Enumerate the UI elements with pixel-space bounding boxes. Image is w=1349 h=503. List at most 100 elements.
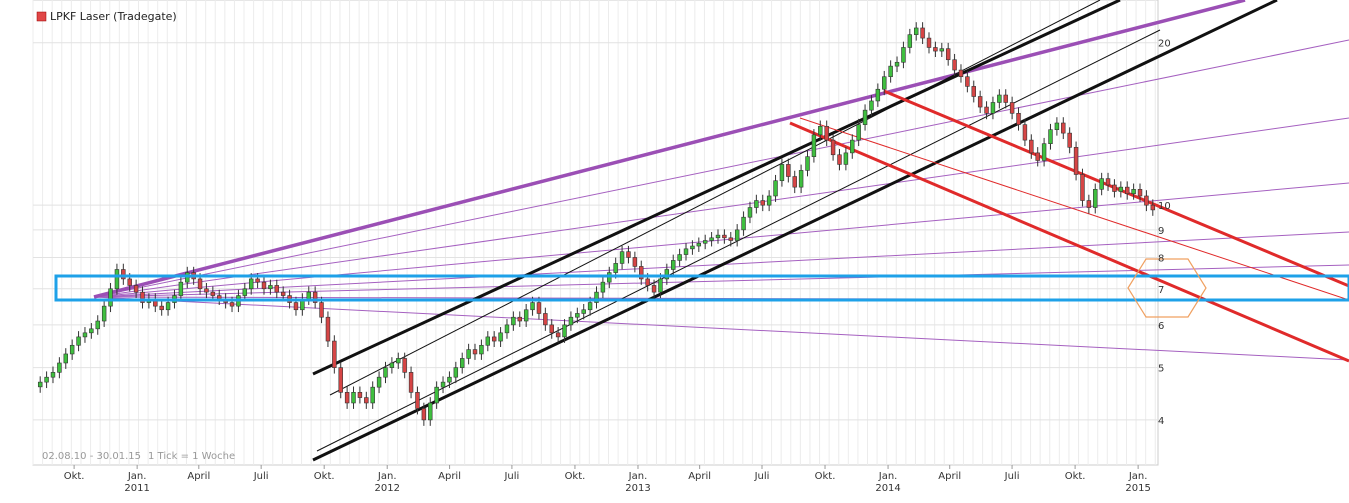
candle-body: [1041, 143, 1047, 161]
candle-body: [76, 336, 81, 346]
candle-body: [677, 254, 682, 261]
candle-body: [1061, 122, 1066, 134]
x-tick-label: Okt.: [1065, 471, 1086, 482]
candle-body: [159, 305, 164, 311]
candle-body: [658, 278, 663, 293]
candle-body: [843, 152, 849, 165]
candle-body: [312, 291, 318, 303]
candle-body: [1137, 189, 1143, 197]
x-year-label: 2012: [374, 483, 399, 494]
candle-body: [197, 278, 203, 290]
candle-body: [101, 305, 107, 322]
candle-body: [261, 281, 267, 290]
candle-body: [715, 234, 721, 239]
candle-body: [977, 96, 983, 108]
candle-body: [95, 320, 100, 330]
candle-body: [57, 362, 62, 373]
candle-body: [933, 47, 938, 52]
candle-body: [798, 170, 804, 188]
candle-body: [255, 278, 260, 283]
candle-body: [517, 316, 522, 322]
candle-body: [434, 386, 439, 404]
candle-body: [575, 313, 580, 318]
candle-body: [293, 302, 299, 311]
x-tick-label: Okt.: [314, 471, 335, 482]
candle-body: [664, 269, 670, 280]
candle-body: [722, 234, 727, 239]
candle-body: [728, 237, 733, 241]
candle-body: [971, 86, 976, 97]
candle-body: [997, 94, 1002, 103]
candle-body: [472, 349, 478, 355]
candle-body: [370, 386, 375, 404]
x-tick-label: Jan.: [628, 471, 648, 482]
candle-body: [44, 376, 49, 383]
candle-body: [1022, 124, 1028, 141]
candle-body: [862, 109, 868, 125]
candle-body: [1118, 186, 1124, 192]
candle-body: [990, 102, 996, 114]
candle-body: [907, 34, 913, 48]
orange-target-hexagon: [1127, 258, 1207, 318]
candle-body: [568, 316, 574, 326]
candle-body: [901, 47, 906, 63]
candle-body: [1105, 178, 1111, 186]
candle-body: [1150, 204, 1156, 211]
candle-body: [530, 302, 535, 311]
candle-body: [408, 372, 414, 393]
candle-body: [511, 316, 516, 326]
y-tick-label: 10: [1158, 201, 1171, 212]
candle-body: [965, 76, 970, 87]
candle-body: [888, 65, 893, 78]
candle-body: [127, 278, 132, 286]
candle-body: [1003, 94, 1008, 103]
x-tick-label: Juli: [253, 471, 269, 482]
candle-body: [549, 324, 554, 334]
candle-body: [63, 353, 68, 364]
candles: [37, 22, 1156, 426]
candle-body: [536, 302, 542, 314]
x-tick-label: Jan.: [127, 471, 147, 482]
candle-body: [498, 332, 503, 342]
candle-body: [984, 106, 989, 114]
candle-body: [306, 291, 311, 300]
candle-body: [1112, 184, 1117, 192]
candle-body: [632, 257, 638, 267]
candle-body: [351, 392, 356, 404]
candle-body: [1054, 122, 1060, 130]
plot-frame: [32, 0, 1159, 466]
candle-body: [1099, 178, 1104, 190]
candle-body: [466, 349, 471, 359]
candle-body: [869, 100, 874, 111]
candle-body: [619, 251, 625, 264]
candle-body: [945, 48, 951, 61]
candle-body: [779, 164, 785, 182]
candle-body: [242, 288, 248, 296]
candle-body: [818, 126, 823, 136]
candle-body: [383, 367, 388, 378]
candle-body: [37, 381, 43, 388]
candle-body: [1067, 132, 1072, 148]
candle-body: [805, 156, 810, 171]
candle-body: [1131, 189, 1136, 195]
candle-body: [837, 154, 842, 165]
x-tick-label: April: [938, 471, 961, 482]
candle-body: [1125, 186, 1130, 195]
candle-body: [210, 291, 216, 296]
candle-body: [926, 37, 932, 48]
candle-body: [376, 376, 382, 388]
y-tick-label: 9: [1158, 226, 1164, 237]
candle-body: [248, 278, 254, 290]
axes: 4 5 6 7 8 9 10 20 Okt. Jan. April Juli Okt. Jan. April…: [64, 39, 1171, 494]
x-tick-label: Juli: [1004, 471, 1020, 482]
candle-body: [338, 367, 343, 393]
purple-main-line: [93, 0, 1246, 299]
candle-body: [747, 207, 753, 218]
candle-body: [165, 302, 171, 311]
y-tick-label: 7: [1158, 285, 1164, 296]
candle-body: [741, 216, 746, 231]
x-year-label: 2014: [875, 483, 900, 494]
candle-body: [357, 392, 363, 398]
black-channel-lower: [312, 0, 1278, 462]
